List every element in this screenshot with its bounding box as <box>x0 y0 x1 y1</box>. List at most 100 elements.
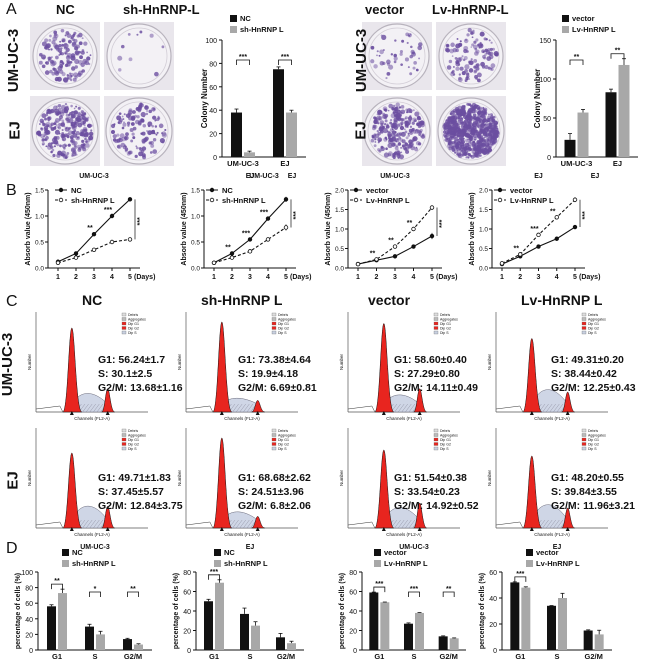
cycle-histogram-1-2-legend-label-0: Debris <box>440 429 450 433</box>
header-nc: NC <box>56 2 75 17</box>
B1-ytick-label-3: 1.5 <box>35 188 44 195</box>
B1-ytick-label-2: 1.0 <box>35 214 44 221</box>
cycle-histogram-1-0-s-hatch-7 <box>96 519 104 529</box>
cycle-histogram-1-3-debris-trace <box>495 521 524 529</box>
B1-ytick-label-0: 0.0 <box>35 266 44 273</box>
cycle-histogram-1-2-legend-label-1: Aggregates <box>440 433 458 437</box>
A-left-legend-swatch-1 <box>230 26 237 33</box>
D3-bar-1-2 <box>449 638 459 650</box>
B3-ytick-label-2: 1.0 <box>335 227 344 234</box>
cycle-histogram-0-3-legend-label-3: Dip G2 <box>588 326 599 330</box>
cycle-header-nc: NC <box>82 292 103 308</box>
header-sh-hnrnp-l: sh-HnRNP-L <box>123 2 200 17</box>
plate-lv-ej-colonies <box>442 102 500 159</box>
A-right-bar-0-1 <box>605 92 617 157</box>
cycle-histogram-0-1-legend-swatch-3 <box>271 326 277 330</box>
B3-title: UM-UC-3 <box>380 173 410 180</box>
D1-ytick-label-2: 40 <box>25 617 33 624</box>
plate-sh-umuc3-colonies <box>117 30 165 77</box>
D1-sig-bracket-1 <box>89 591 101 597</box>
D4-bar-1-1 <box>558 598 567 650</box>
cycle-histogram-1-0-debris-trace <box>35 521 64 529</box>
plate-sh-ej-dish <box>105 97 173 165</box>
cycle-histogram-1-0-legend-swatch-4 <box>121 446 127 451</box>
cycle-histogram-0-1-legend-label-3: Dip G2 <box>278 326 289 330</box>
B3-ytick-label-0: 0.0 <box>335 266 344 273</box>
cycle-histogram-0-0-xlabel: Channels (FL2-A) <box>74 416 110 421</box>
D2-bar-1-1 <box>251 625 260 650</box>
D4-category-1: S <box>554 652 559 661</box>
D1-sig-2: ** <box>130 586 136 593</box>
D2-bar-1-0 <box>215 582 224 650</box>
cycle-histogram-1-2-legend-swatch-0 <box>433 428 439 433</box>
cycle-histogram-0-1-legend-swatch-1 <box>271 317 277 321</box>
D2-category-1: S <box>247 652 252 661</box>
A-right-category-0: UM-UC-3 <box>561 159 593 168</box>
cycle-histogram-1-3-s-hatch-5 <box>549 519 556 529</box>
A-right-ytick-label-2: 100 <box>539 77 551 84</box>
B3-sig-2: ** <box>407 220 413 227</box>
D2-ytick-label-1: 20 <box>183 629 191 636</box>
B2-xtick-label-2: 3 <box>248 274 252 281</box>
cycle-histogram-0-3-ylabel: Number <box>487 354 492 371</box>
cycle-histogram-1-2-xlabel: Channels (FL2-A) <box>386 532 422 537</box>
B2-sig-2: *** <box>260 210 268 217</box>
B4-xtick-label-3: 4 <box>555 274 559 281</box>
B4-xtick-label-0: 1 <box>500 274 504 281</box>
B2-point-1-0 <box>211 260 217 265</box>
B3-xtick-label-2: 3 <box>393 274 397 281</box>
cycle-histogram-0-1-legend-label-4: Dip S <box>278 331 287 335</box>
A-left-legend-label-0: NC <box>240 14 251 23</box>
D4-ylabel: percentage of cells (%) <box>479 573 486 649</box>
cycle-histogram-0-2-legend-swatch-4 <box>433 330 439 335</box>
A-right-sig-0: ** <box>574 54 580 61</box>
B1-xtick-label-3: 4 <box>110 274 114 281</box>
B1-legend-label-0: NC <box>71 186 82 195</box>
cycle-histogram-1-1-legend-swatch-0 <box>271 428 277 433</box>
B3-point-0-3 <box>411 244 416 249</box>
B4-xtick-label-1: 2 <box>518 274 522 281</box>
B1-xlabel-suffix: (Days) <box>134 274 155 281</box>
B2-xlabel-suffix: (Days) <box>290 274 311 281</box>
cycle-histogram-0-0-s-hatch-5 <box>89 403 96 413</box>
cycle-histogram-1-0-g1-peak <box>62 452 83 529</box>
D2-legend-label-0: NC <box>224 548 235 557</box>
D3-sig-1: *** <box>410 586 418 593</box>
D1-bar-1-1 <box>96 634 105 650</box>
B1-sig-0: ** <box>87 225 93 232</box>
cycle-histogram-0-2-ylabel: Number <box>339 354 344 371</box>
cycle-histogram-0-2-legend-swatch-1 <box>433 317 439 321</box>
D2-ytick-label-0: 0 <box>187 648 191 655</box>
cycle-histogram-0-3-legend-label-1: Aggregates <box>588 317 606 321</box>
D1-category-2: G2/M <box>124 652 142 661</box>
cycle-histogram-0-3-legend-swatch-2 <box>581 321 587 326</box>
cycle-histogram-1-3-legend-swatch-3 <box>581 442 587 446</box>
A-left-ytick-label-0: 0 <box>213 155 217 162</box>
cycle-histogram-1-2-legend-swatch-4 <box>433 446 439 451</box>
panel-label-d: D <box>6 540 18 557</box>
cycle-histogram-0-2-legend-swatch-3 <box>433 326 439 330</box>
cycle-histogram-1-3-legend-swatch-1 <box>581 433 587 437</box>
D4-bar-0-1 <box>547 605 556 650</box>
B1-xtick-label-4: 5 <box>128 274 132 281</box>
cycle-histogram-1-2-legend-swatch-2 <box>433 437 439 442</box>
cycle-histogram-0-1-debris-trace <box>185 405 214 413</box>
B4-sig-0: ** <box>514 245 520 252</box>
cycle-histogram-0-3-peak-marker-1 <box>565 411 570 415</box>
row-label-ej-a-right: EJ <box>352 121 370 140</box>
cycle-stats-sh-umuc3: G1: 73.38±4.64 S: 19.9±4.18 G2/M: 6.69±0.8… <box>238 354 317 394</box>
cycle-histogram-1-3-legend-label-2: Dip G1 <box>588 438 599 442</box>
A-right-bar-1-1 <box>618 64 630 157</box>
B4-point-0-4 <box>572 224 578 230</box>
cycle-histogram-1-1-g2-peak <box>251 516 265 529</box>
D4-ytick-label-3: 60 <box>489 570 497 577</box>
D1-bar-0-1 <box>85 626 94 650</box>
D1-ytick-label-4: 80 <box>25 586 33 593</box>
cycle-histogram-1-1-legend-label-1: Aggregates <box>278 433 296 437</box>
D1-ylabel: percentage of cells (%) <box>15 573 22 649</box>
plate-nc-umuc3-rim <box>36 27 94 85</box>
D4-bar-0-2 <box>583 630 593 650</box>
cycle-histogram-0-3-g2-peak <box>561 391 575 413</box>
cycle-histogram-1-3-s-hatch-3 <box>542 519 549 529</box>
